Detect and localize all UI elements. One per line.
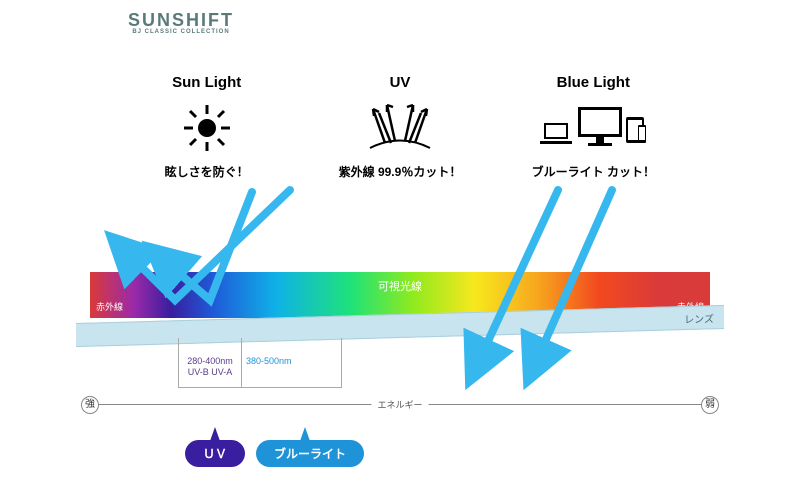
uv-range-box: 280-400nm UV-B UV-A: [178, 338, 242, 388]
feature-caption: 眩しさを防ぐ！: [117, 163, 297, 180]
brand-name: SUNSHIFT: [128, 10, 234, 31]
feature-caption: 紫外線 99.9％カット！: [310, 163, 490, 180]
bluelight-range-nm: 380-500nm: [246, 356, 337, 366]
uv-range-nm: 280-400nm: [181, 356, 239, 367]
energy-weak: 弱: [701, 396, 719, 414]
feature-caption: ブルーライト カット！: [503, 163, 683, 180]
feature-sunlight: Sun Light 眩しさを防ぐ！: [117, 74, 297, 180]
feature-title: Sun Light: [117, 74, 297, 91]
reflect-icon: [310, 101, 490, 155]
brand-sub: BJ CLASSIC COLLECTION: [128, 29, 234, 35]
feature-title: UV: [310, 74, 490, 91]
uv-range-bands: UV-B UV-A: [181, 367, 239, 378]
sun-icon: [117, 101, 297, 155]
bluelight-pill: ブルーライト: [256, 440, 364, 467]
spectrum-label-visible: 可視光線: [378, 278, 422, 294]
lens-label: レンズ: [684, 310, 714, 326]
brand-logo: SUNSHIFT BJ CLASSIC COLLECTION: [128, 10, 234, 35]
feature-uv: UV 紫外線 99.9％カット！: [310, 74, 490, 180]
feature-title: Blue Light: [503, 74, 683, 91]
bluelight-range-box: 380-500nm: [242, 338, 342, 388]
uv-pill-pointer: [210, 427, 220, 441]
feature-bluelight: Blue Light ブルーライト カット！: [503, 74, 683, 180]
bottom-axis: 280-400nm UV-B UV-A 380-500nm 強 弱 エネルギー: [90, 338, 710, 418]
devices-icon: [503, 101, 683, 155]
uv-pill: ＵＶ: [185, 440, 245, 467]
energy-label: エネルギー: [371, 398, 428, 411]
feature-row: Sun Light 眩しさを防ぐ！ UV: [0, 74, 800, 180]
spectrum-label-ir-left: 赤外線: [96, 300, 123, 313]
energy-strong: 強: [81, 396, 99, 414]
bl-pill-pointer: [300, 427, 310, 441]
